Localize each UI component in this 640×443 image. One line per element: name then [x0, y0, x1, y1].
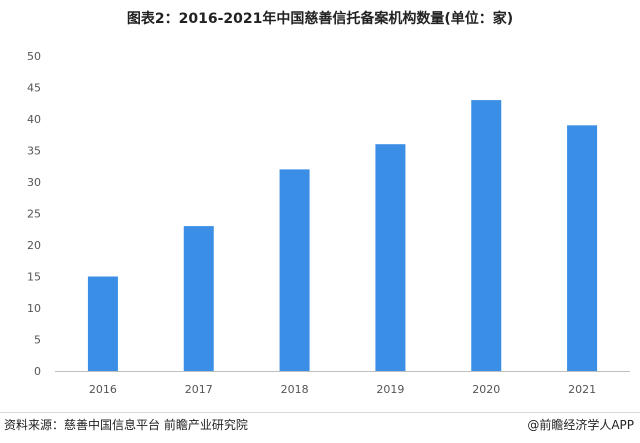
- y-tick-label: 40: [27, 113, 41, 126]
- x-tick-label: 2020: [472, 383, 500, 396]
- y-tick-label: 50: [27, 50, 41, 63]
- bar-2021: [567, 125, 598, 371]
- bar-2017: [183, 226, 214, 371]
- x-tick-label: 2017: [185, 383, 213, 396]
- y-tick-label: 15: [27, 271, 41, 284]
- y-tick-label: 20: [27, 239, 41, 252]
- y-tick-label: 0: [34, 365, 41, 378]
- bar-2019: [375, 144, 406, 371]
- bar-2016: [87, 276, 118, 371]
- credit-note: @前瞻经济学人APP: [527, 418, 634, 432]
- bar-chart: 0 5 10 15 20 25 30 35 40 45 50 2016 2017 2018 2019 2020…: [27, 50, 630, 396]
- y-tick-label: 35: [27, 145, 41, 158]
- x-tick-label: 2018: [281, 383, 309, 396]
- y-tick-label: 25: [27, 208, 41, 221]
- bar-2018: [279, 169, 310, 371]
- bar-2020: [471, 100, 502, 371]
- y-tick-label: 45: [27, 82, 41, 95]
- x-tick-label: 2019: [376, 383, 404, 396]
- y-tick-label: 10: [27, 302, 41, 315]
- footer-divider: [0, 412, 640, 413]
- y-tick-label: 5: [34, 334, 41, 347]
- x-tick-label: 2021: [568, 383, 596, 396]
- x-tick-label: 2016: [89, 383, 117, 396]
- y-tick-label: 30: [27, 176, 41, 189]
- chart-title: 图表2：2016-2021年中国慈善信托备案机构数量(单位：家): [126, 11, 514, 27]
- source-note: 资料来源：慈善中国信息平台 前瞻产业研究院: [4, 418, 248, 432]
